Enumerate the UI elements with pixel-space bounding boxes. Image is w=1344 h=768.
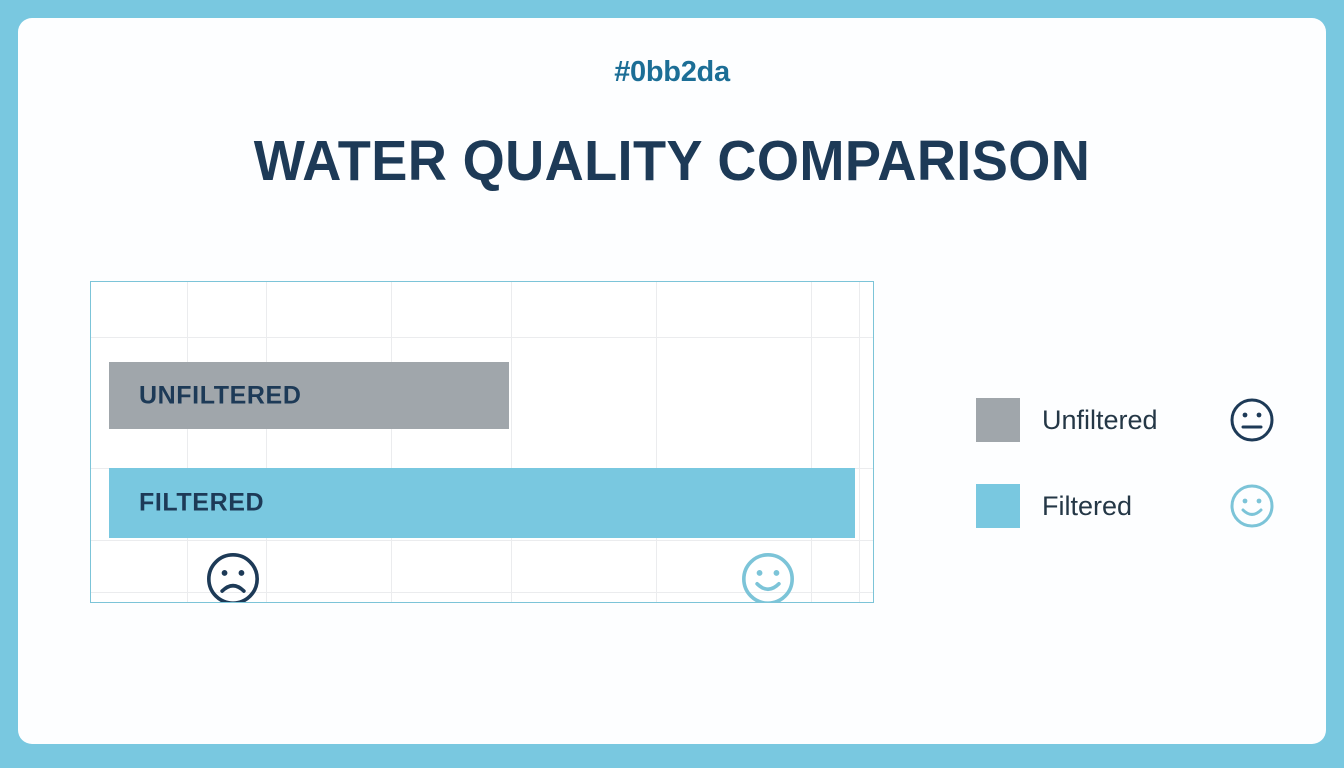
legend-label-unfiltered: Unfiltered: [1042, 404, 1158, 435]
legend-label-filtered: Filtered: [1042, 490, 1133, 521]
chart-plot-area: UNFILTERED FILTERED: [90, 281, 874, 603]
horizontal-gridline: [91, 592, 873, 593]
chart-legend: Unfiltered Filtered: [976, 393, 1276, 565]
subtitle-color-code: #0bb2da: [614, 56, 730, 88]
sad-face-icon: [204, 550, 262, 602]
smiley-face-icon: [739, 550, 797, 602]
bar-label-unfiltered: UNFILTERED: [139, 381, 302, 409]
bar-filtered[interactable]: FILTERED: [109, 468, 855, 538]
vertical-gridline: [266, 282, 267, 602]
bar-unfiltered[interactable]: UNFILTERED: [109, 362, 509, 429]
poster-card: #0bb2da WATER QUALITY COMPARISON UNFILTE…: [18, 18, 1326, 744]
vertical-gridline: [511, 282, 512, 602]
vertical-gridline: [859, 282, 860, 602]
bar-label-filtered: FILTERED: [139, 488, 265, 517]
horizontal-gridline: [91, 540, 873, 541]
smiley-face-icon: [1228, 482, 1276, 530]
vertical-gridline: [187, 282, 188, 602]
neutral-face-icon: [1228, 396, 1276, 444]
legend-item-filtered[interactable]: Filtered: [976, 479, 1276, 533]
legend-swatch-filtered: [976, 484, 1020, 528]
vertical-gridline: [656, 282, 657, 602]
legend-item-unfiltered[interactable]: Unfiltered: [976, 393, 1276, 447]
page-title: WATER QUALITY COMPARISON: [253, 129, 1091, 193]
vertical-gridline: [391, 282, 392, 602]
legend-swatch-unfiltered: [976, 398, 1020, 442]
horizontal-gridline: [91, 337, 873, 338]
vertical-gridline: [811, 282, 812, 602]
